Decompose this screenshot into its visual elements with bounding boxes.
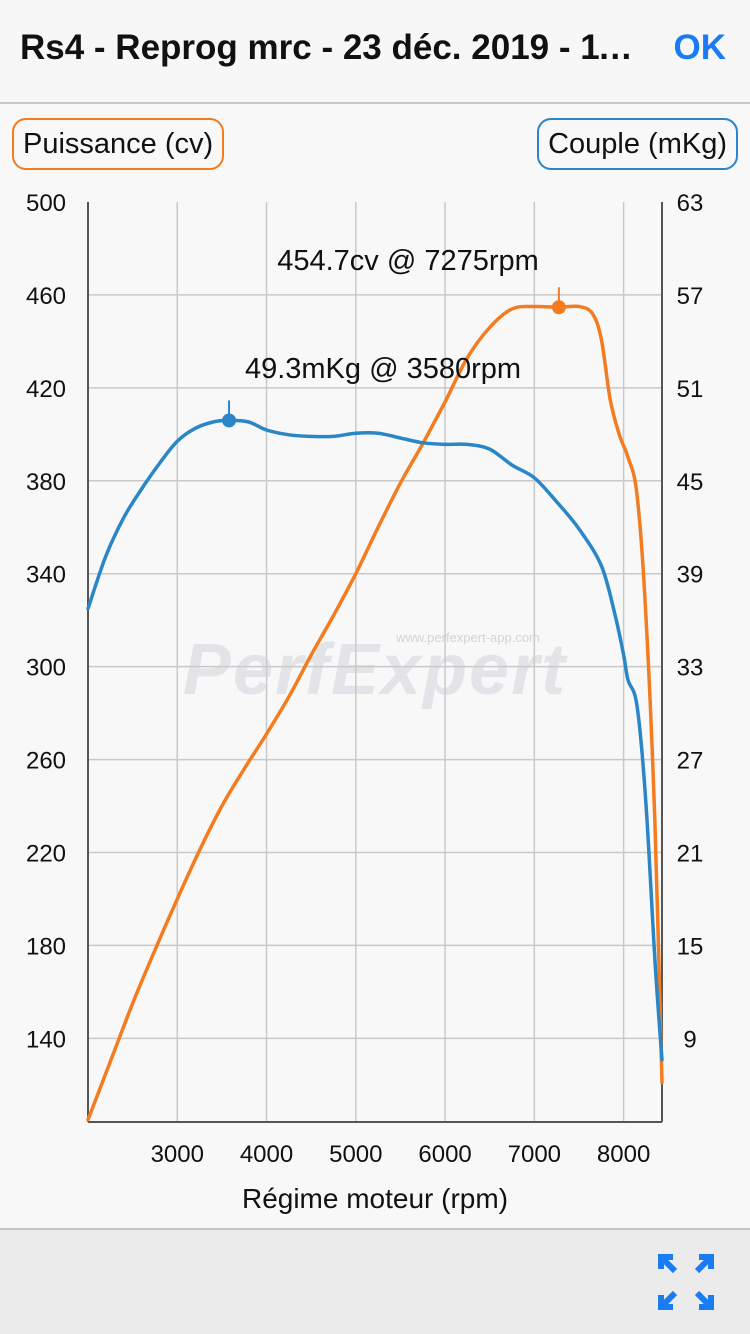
y-left-tick-label: 380 (26, 469, 66, 496)
watermark-brand: PerfExpert (183, 630, 568, 710)
navigation-bar: Rs4 - Reprog mrc - 23 déc. 2019 - 11:42 … (0, 0, 750, 104)
x-tick-label: 3000 (151, 1141, 204, 1168)
y-left-tick-label: 420 (26, 376, 66, 403)
x-tick-label: 5000 (329, 1141, 382, 1168)
y-left-tick-label: 180 (26, 933, 66, 960)
y-right-tick-label: 57 (677, 283, 704, 310)
y-right-tick-label: 21 (677, 841, 704, 868)
y-right-tick-label: 15 (677, 933, 704, 960)
page-title: Rs4 - Reprog mrc - 23 déc. 2019 - 11:42 (20, 28, 650, 67)
chart-series (86, 304, 664, 1122)
peak-marker-dot (222, 413, 237, 428)
y-right-tick-label: 45 (677, 469, 704, 496)
y-left-tick-label: 340 (26, 562, 66, 589)
y-left-tick-label: 260 (26, 748, 66, 775)
chart-area: PerfExpert www.perfexpert-app.com 3000 400… (0, 104, 750, 1228)
bottom-toolbar (0, 1228, 750, 1334)
y-left-tick-label: 220 (26, 841, 66, 868)
power-series-line (86, 304, 664, 1122)
peak-marker-dot (551, 300, 566, 315)
y-left-tick-label: 500 (26, 190, 66, 217)
legend-power: Puissance (cv) (12, 118, 225, 170)
y-right-tick-label: 27 (677, 748, 704, 775)
peak-annotation-label: 454.7cv @ 7275rpm (277, 245, 539, 277)
y-right-tick-label: 33 (677, 655, 704, 682)
y-right-tick-label: 63 (677, 190, 704, 217)
x-axis-label: Régime moteur (rpm) (242, 1183, 508, 1214)
x-tick-label: 6000 (418, 1141, 471, 1168)
chart-axes: 3000 4000 5000 6000 7000 8000 500 460 420 380 340 3… (26, 190, 703, 1214)
y-left-tick-label: 300 (26, 655, 66, 682)
watermark-url: www.perfexpert-app.com (395, 630, 540, 645)
torque-series-line (86, 418, 664, 1062)
y-left-tick-label: 460 (26, 283, 66, 310)
x-tick-label: 4000 (240, 1141, 293, 1168)
y-right-tick-label: 39 (677, 562, 704, 589)
x-tick-label: 7000 (508, 1141, 561, 1168)
x-tick-label: 8000 (597, 1141, 650, 1168)
y-left-tick-label: 140 (26, 1026, 66, 1053)
chart-grid (88, 202, 662, 1122)
ok-button[interactable]: OK (673, 28, 727, 67)
expand-arrows-icon[interactable] (658, 1254, 714, 1310)
y-right-tick-label: 9 (683, 1026, 696, 1053)
chart-annotations: 454.7cv @ 7275rpm 49.3mKg @ 3580rpm (222, 245, 566, 428)
y-right-tick-label: 51 (677, 376, 704, 403)
legend-torque: Couple (mKg) (537, 118, 738, 170)
peak-annotation-label: 49.3mKg @ 3580rpm (245, 353, 521, 385)
